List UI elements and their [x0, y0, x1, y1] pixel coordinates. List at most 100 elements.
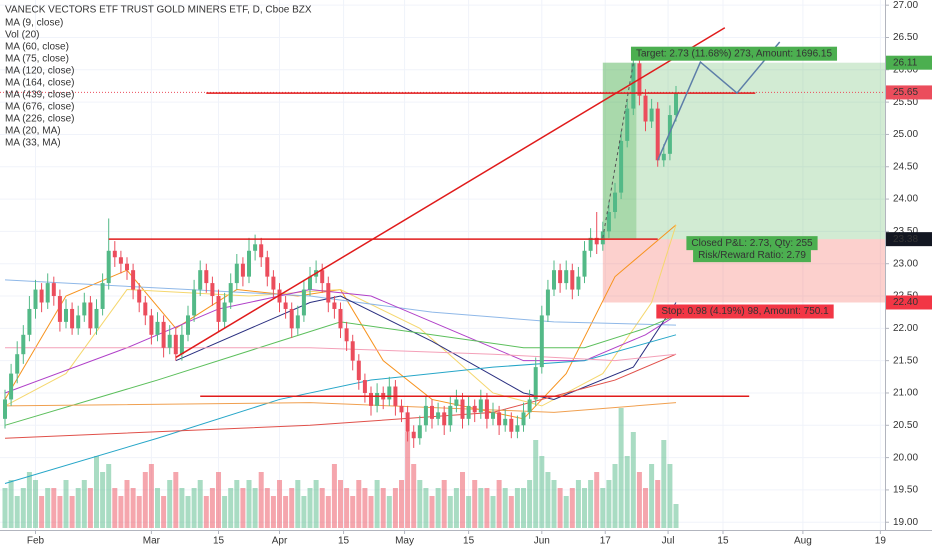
- candle-body: [588, 237, 593, 251]
- candle-body: [198, 270, 203, 290]
- indicator-label: MA (33, MA): [5, 138, 61, 149]
- y-tick-label: 20.00: [893, 452, 918, 463]
- volume-bar: [350, 496, 356, 528]
- candle-body: [216, 296, 221, 322]
- indicator-label: MA (164, close): [5, 78, 74, 89]
- candle-body: [521, 412, 526, 426]
- candle-body: [661, 153, 666, 161]
- x-tick-label: 15: [717, 536, 729, 547]
- volume-bar: [368, 496, 374, 528]
- volume-bar: [594, 472, 600, 528]
- volume-bar: [447, 496, 453, 528]
- candle-body: [539, 315, 544, 368]
- candle-body: [271, 276, 276, 290]
- volume-bar: [496, 480, 502, 528]
- volume-bar: [258, 472, 264, 528]
- y-tick-label: 22.00: [893, 323, 918, 334]
- volume-bar: [435, 488, 441, 528]
- candle-body: [222, 302, 227, 322]
- legend: VANECK VECTORS ETF TRUST GOLD MINERS ETF…: [5, 5, 312, 149]
- moving-average: [4, 224, 677, 407]
- volume-bar: [100, 472, 106, 528]
- candle-body: [344, 328, 349, 342]
- volume-bar: [386, 496, 392, 528]
- candle-body: [411, 431, 416, 439]
- volume-bar: [57, 496, 63, 528]
- x-tick-label: 15: [338, 536, 350, 547]
- candle-body: [375, 392, 380, 406]
- indicator-label: MA (9, close): [5, 18, 63, 29]
- price-badge-label: 25.65: [893, 87, 918, 98]
- chart-title: VANECK VECTORS ETF TRUST GOLD MINERS ETF…: [5, 5, 312, 16]
- volume-bar: [295, 480, 301, 528]
- volume-bar: [514, 488, 520, 528]
- volume-bar: [264, 488, 270, 528]
- candle-body: [600, 231, 605, 245]
- candle-body: [442, 412, 447, 426]
- volume-bar: [26, 472, 32, 528]
- volume-bar: [472, 480, 478, 528]
- candle-body: [631, 63, 636, 109]
- candle-body: [515, 425, 520, 432]
- candle-body: [533, 367, 538, 400]
- candle-body: [606, 212, 611, 232]
- candle-body: [509, 418, 514, 432]
- position-label-box: [630, 46, 838, 61]
- volume-bar: [649, 464, 655, 528]
- volume-bar: [69, 496, 75, 528]
- candle-body: [338, 308, 343, 329]
- candle-body: [173, 334, 178, 355]
- candle-body: [570, 270, 575, 290]
- price-badge-label: 26.11: [893, 57, 918, 68]
- volume-bar: [94, 456, 100, 528]
- volume-bar: [356, 480, 362, 528]
- y-tick-label: 24.50: [893, 161, 918, 172]
- candle-body: [247, 250, 252, 277]
- candle-body: [497, 412, 502, 426]
- candle-body: [295, 315, 300, 329]
- candle-body: [674, 92, 679, 116]
- volume-bar: [588, 480, 594, 528]
- candle-body: [332, 302, 337, 309]
- candle-body: [405, 412, 410, 432]
- candle-body: [582, 250, 587, 277]
- volume-bar: [399, 480, 405, 528]
- candle-body: [625, 108, 630, 141]
- position-label: Target: 2.73 (11.68%) 273, Amount: 1696.…: [636, 48, 832, 59]
- y-tick-label: 26.00: [893, 64, 918, 75]
- volume-bar: [228, 488, 234, 528]
- volume-bar: [301, 496, 307, 528]
- volume-bar: [508, 496, 514, 528]
- volume-bar: [624, 456, 630, 528]
- y-tick-label: 23.00: [893, 258, 918, 269]
- candle-body: [94, 308, 99, 329]
- volume-bar: [527, 480, 533, 528]
- volume-bar: [478, 488, 484, 528]
- position-label: Risk/Reward Ratio: 2.79: [698, 250, 806, 261]
- volume-bar: [453, 488, 459, 528]
- volume-bar: [209, 488, 215, 528]
- candle-body: [491, 412, 496, 419]
- y-tick-label: 21.00: [893, 388, 918, 399]
- volume-bar: [423, 488, 429, 528]
- y-tick-label: 19.00: [893, 517, 918, 528]
- candle-body: [478, 399, 483, 413]
- volume-bar: [216, 472, 222, 528]
- candle-body: [186, 315, 191, 335]
- volume-bar: [630, 432, 636, 528]
- volume-bar: [533, 440, 539, 528]
- moving-average: [5, 347, 677, 362]
- volume-bar: [289, 488, 295, 528]
- volume-bar: [612, 464, 618, 528]
- candle-body: [179, 334, 184, 355]
- candle-body: [308, 276, 313, 290]
- candle-body: [545, 289, 550, 316]
- volume-bar: [557, 488, 563, 528]
- volume-bar: [673, 504, 679, 528]
- candle-body: [15, 354, 20, 374]
- x-tick-label: Jun: [534, 536, 550, 547]
- volume-bar: [563, 496, 569, 528]
- x-tick-label: Aug: [794, 536, 812, 547]
- volume-bar: [155, 488, 161, 528]
- position-label: Closed P&L: 2.73, Qty: 255: [691, 238, 813, 249]
